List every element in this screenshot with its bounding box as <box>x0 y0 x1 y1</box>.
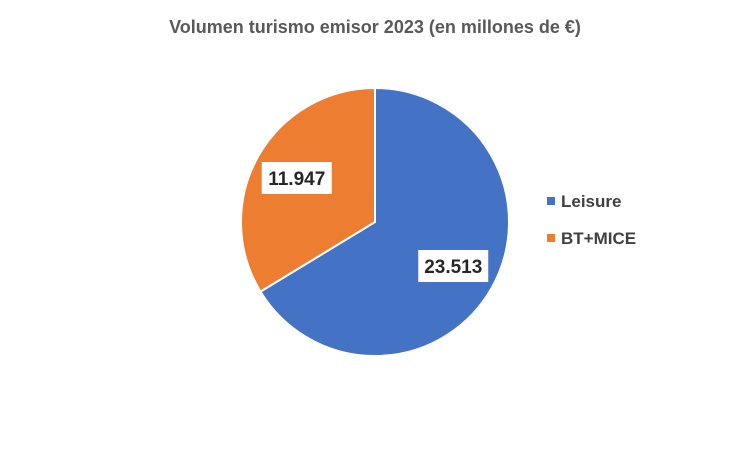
data-labels: 23.513 11.947 <box>261 161 489 283</box>
data-label-box <box>418 250 489 283</box>
legend: Leisure BT+MICE <box>547 192 636 248</box>
legend-swatch <box>547 234 555 242</box>
legend-label: BT+MICE <box>561 229 636 248</box>
data-label-value: 23.513 <box>424 257 482 278</box>
legend-label: Leisure <box>561 192 621 211</box>
legend-item-bt-mice: BT+MICE <box>547 229 636 248</box>
chart-title: Volumen turismo emisor 2023 (en millones… <box>169 17 581 37</box>
data-label-value: 11.947 <box>268 169 325 190</box>
data-label-box <box>261 161 332 194</box>
data-label-bt-mice: 11.947 <box>261 161 332 194</box>
legend-item-leisure: Leisure <box>547 192 621 211</box>
pie-slices <box>240 86 510 357</box>
pie-slice-leisure <box>259 86 510 357</box>
legend-swatch <box>547 197 555 205</box>
data-label-leisure: 23.513 <box>418 250 489 283</box>
